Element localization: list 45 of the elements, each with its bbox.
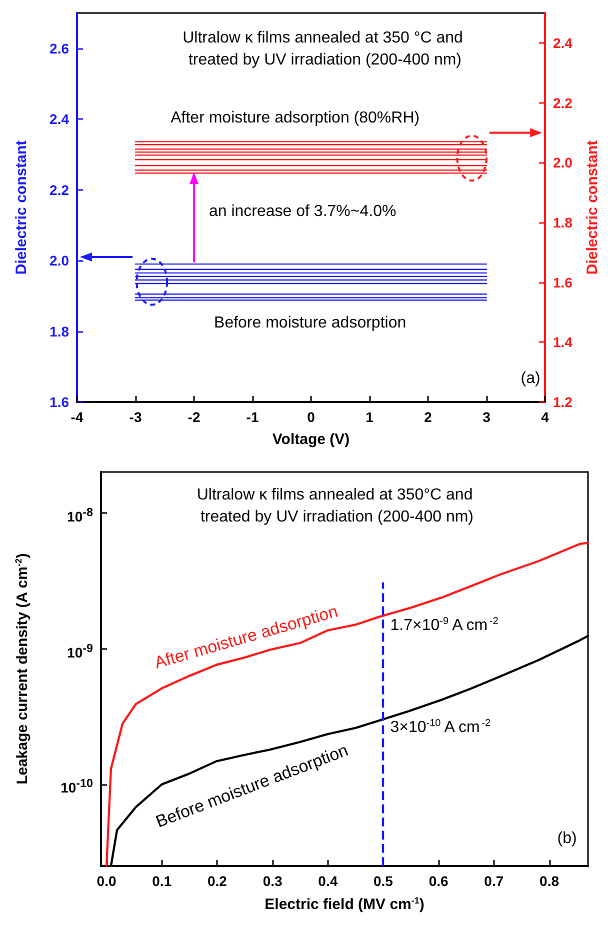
y2-tick-label: 2.0 [553, 154, 573, 171]
x-tick-label: 0.6 [428, 873, 449, 889]
y2-tick-label: 1.2 [553, 394, 573, 410]
y-tick-label: 2.4 [50, 111, 70, 128]
y2-tick-label: 1.6 [553, 274, 573, 290]
y-tick-label: 10$^{-9}$ [67, 640, 93, 662]
x-tick-label: 0.0 [96, 873, 116, 889]
x-tick-label: 4 [541, 409, 550, 425]
x-tick-label: 0.5 [374, 873, 394, 889]
x-tick-label: 0 [307, 409, 316, 425]
x-tick-label: 1 [366, 409, 374, 425]
text: Ultralow κ films annealed at 350°C and treated by UV irradiation (200-400 nm) [196, 486, 478, 526]
annotation: (a) [520, 370, 540, 388]
annotation: an increase of 3.7%~4.0% [208, 202, 396, 220]
x-tick-label: 0.4 [318, 873, 338, 889]
x-tick-label: 0.7 [484, 873, 504, 889]
y2-tick-label: 2.2 [553, 94, 573, 111]
y-tick-label: 2.6 [50, 40, 70, 56]
y-axis-title: Leakage current density (A cm-2) [14, 553, 31, 784]
y2-tick-label: 2.4 [553, 34, 573, 51]
x-tick-label: 0.2 [207, 873, 228, 889]
y-tick-label: 1.6 [50, 394, 70, 410]
y2-tick-label: 1.8 [553, 214, 573, 230]
y-tick-label: 2.0 [50, 252, 70, 269]
y-axis-title: Dielectric constant [13, 140, 30, 275]
annotation: After moisture adsorption (80%RH) [170, 110, 420, 127]
annotation: (b) [557, 830, 577, 847]
x-tick-label: 0.1 [152, 873, 172, 889]
y-tick-label: 1.8 [50, 323, 70, 340]
y2-axis-title: Dielectric constant [584, 140, 601, 275]
y-tick-label: 2.2 [50, 182, 70, 198]
x-tick-label: 3 [482, 409, 491, 425]
x-tick-label: 0.8 [540, 873, 560, 889]
x-tick-label: -3 [129, 409, 142, 425]
y-tick-label: 10$^{-10}$ [60, 776, 93, 797]
x-tick-label: -1 [246, 409, 259, 425]
annotation: Before moisture adsorption [214, 314, 406, 332]
x-tick-label: -4 [70, 409, 84, 425]
text: Ultralow κ films annealed at 350 °C and treated by UV irradiation (200-400 nm) [182, 30, 468, 68]
x-tick-label: 2 [424, 409, 432, 425]
x-tick-label: -2 [188, 409, 200, 425]
y2-tick-label: 1.4 [553, 334, 573, 350]
x-tick-label: 0.3 [262, 873, 282, 889]
x-axis-title: Voltage (V) [272, 431, 350, 448]
y-tick-label: 10$^{-8}$ [67, 504, 93, 526]
